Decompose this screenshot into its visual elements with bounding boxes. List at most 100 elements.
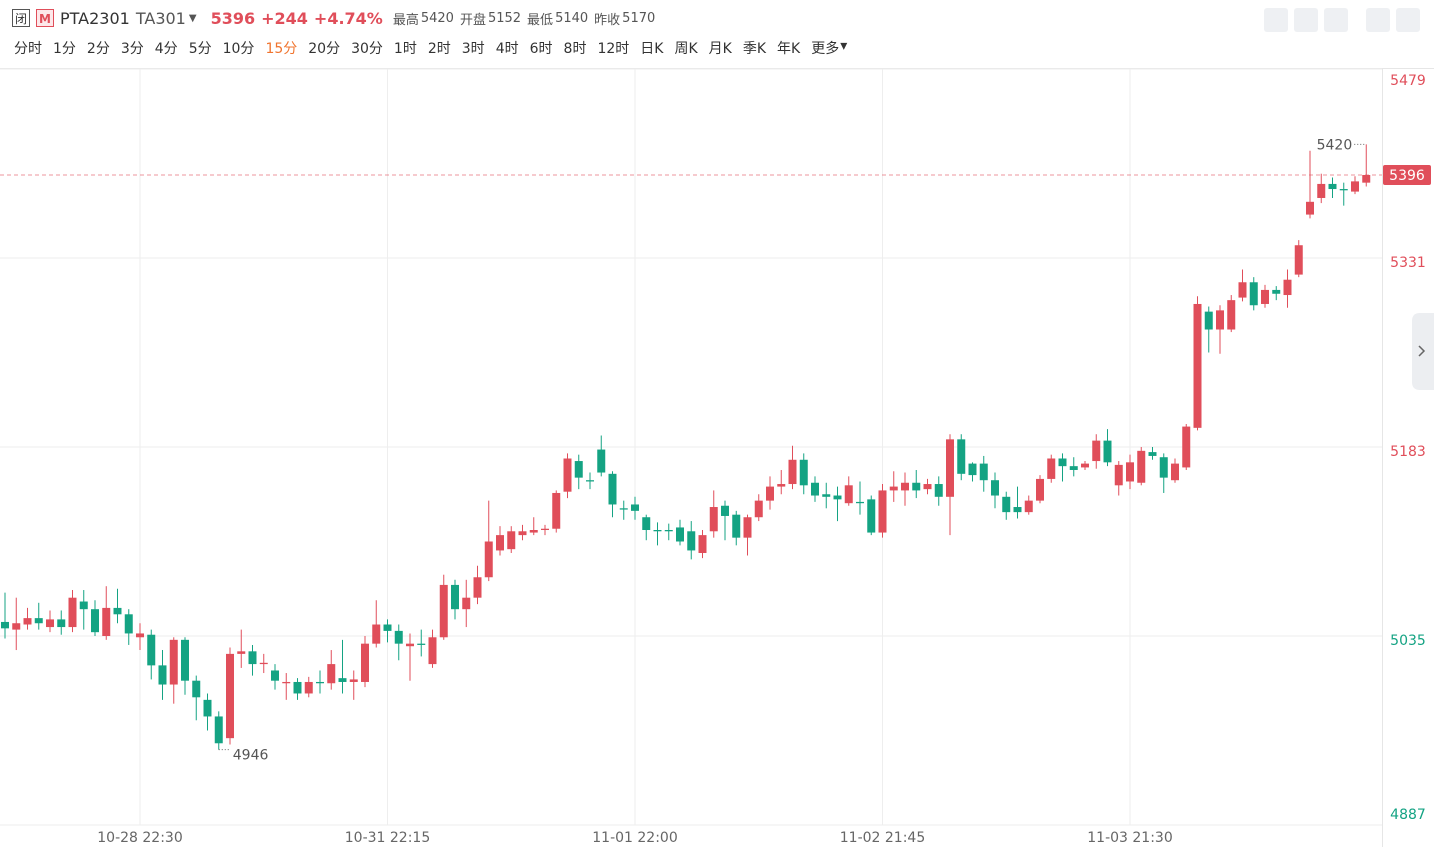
y-tick-label: 5183 [1390, 444, 1426, 460]
tool-button[interactable] [1396, 8, 1420, 32]
tool-button[interactable] [1264, 8, 1288, 32]
prev-close: 5170 [622, 10, 656, 26]
more-arrow[interactable]: ▾ [840, 38, 848, 54]
candle-body [968, 463, 977, 476]
period-tab[interactable]: 5分 [188, 41, 212, 57]
period-tab[interactable]: 20分 [308, 41, 341, 57]
candle-body [327, 664, 336, 684]
candle-body [563, 458, 572, 492]
period-tab[interactable]: 10分 [222, 41, 255, 57]
candle-body [552, 492, 561, 529]
candle-body [293, 681, 302, 694]
candle-body [867, 499, 876, 533]
candle-body [653, 530, 662, 532]
candle-body [889, 486, 898, 491]
period-tab[interactable]: 月K [708, 41, 732, 57]
period-tab[interactable]: 季K [742, 41, 767, 57]
side-tab-arrow[interactable] [1418, 345, 1426, 357]
period-tab[interactable]: 2时 [427, 41, 451, 57]
period-tab[interactable]: 4分 [154, 41, 178, 57]
period-tab[interactable]: 6时 [529, 41, 553, 57]
period-tab[interactable]: 1分 [53, 41, 76, 57]
candle-body [1081, 463, 1089, 468]
candle-body [1328, 183, 1337, 190]
candle-body [1272, 289, 1281, 294]
candle-body [417, 643, 426, 645]
candle-body [136, 633, 144, 638]
period-tab[interactable]: 分时 [14, 41, 42, 57]
period-tab[interactable]: 3时 [461, 41, 485, 57]
code[interactable]: TA301 [135, 8, 186, 28]
candle-body [12, 623, 21, 630]
last-price-label: 5396 [1389, 168, 1425, 184]
candle-body [1002, 496, 1011, 513]
candle-body [1159, 457, 1168, 478]
candle-body [878, 490, 887, 533]
period-tab[interactable]: 日K [640, 41, 664, 57]
candle-body [1283, 279, 1292, 296]
candle-body [271, 670, 279, 681]
candle-body [181, 639, 189, 681]
period-tab[interactable]: 30分 [351, 41, 383, 57]
period-tab[interactable]: 2分 [86, 41, 110, 57]
candle-body [901, 482, 909, 491]
candle-body [856, 501, 864, 504]
y-tick-label: 5035 [1390, 633, 1426, 649]
candle-body [428, 637, 437, 665]
candle-body [338, 678, 347, 682]
candle-body [1227, 300, 1236, 330]
candle-body [113, 607, 122, 615]
candle-body [57, 619, 66, 628]
open-label: 开盘 [459, 12, 486, 28]
candle-body [1036, 478, 1044, 501]
candle-body [608, 473, 617, 505]
candle-body [721, 505, 729, 516]
candle-body [248, 651, 257, 665]
candle-body [1103, 440, 1112, 463]
candle-body [799, 459, 808, 486]
candle-body [226, 653, 234, 739]
candle-body [991, 480, 999, 496]
candle-body [833, 495, 842, 500]
tool-button[interactable] [1366, 8, 1390, 32]
tool-button[interactable] [1294, 8, 1318, 32]
candle-body [496, 535, 504, 551]
period-tab[interactable]: 1时 [393, 41, 417, 57]
change: +244 [261, 8, 308, 28]
candle-body [102, 607, 111, 636]
candle-body [1024, 500, 1033, 513]
x-tick-label: 11-02 21:45 [840, 830, 925, 846]
period-tab[interactable]: 年K [777, 41, 801, 57]
dropdown-arrow[interactable]: ▼ [188, 12, 197, 24]
candle-body [934, 484, 943, 497]
tool-button[interactable] [1324, 8, 1348, 32]
candle-body [541, 528, 549, 531]
candle-body [822, 494, 831, 497]
candle-body [203, 699, 212, 717]
symbol[interactable]: PTA2301 [60, 8, 130, 28]
period-tab[interactable]: 更多 [811, 41, 840, 57]
period-tab[interactable]: 12时 [597, 41, 630, 57]
period-tab[interactable]: 3分 [120, 41, 144, 57]
candle-body [214, 716, 223, 744]
period-tab[interactable]: 15分 [265, 41, 298, 57]
y-tick-label: 5479 [1390, 73, 1426, 89]
period-tab[interactable]: 8时 [563, 41, 587, 57]
candle-body [473, 577, 482, 598]
x-tick-label: 10-31 22:15 [345, 830, 430, 846]
min-label: 4946 [233, 748, 269, 764]
high: 5420 [420, 10, 454, 26]
candle-body [777, 484, 786, 487]
candle-body [91, 609, 99, 633]
candle-body [124, 614, 133, 634]
x-tick-label: 11-01 22:00 [592, 830, 677, 846]
period-tab[interactable]: 4时 [495, 41, 519, 57]
candle-body [1294, 245, 1303, 275]
candle-body [23, 618, 32, 625]
candle-body [788, 459, 797, 485]
period-bar: 分时 1分 2分 3分 4分 5分 10分 15分 20分 30分 1时 2时 3时 4时 6时 8时 12时日… [14, 38, 858, 58]
period-tab[interactable]: 周K [674, 41, 698, 57]
candle-body [698, 535, 707, 553]
candle-body [631, 504, 639, 511]
